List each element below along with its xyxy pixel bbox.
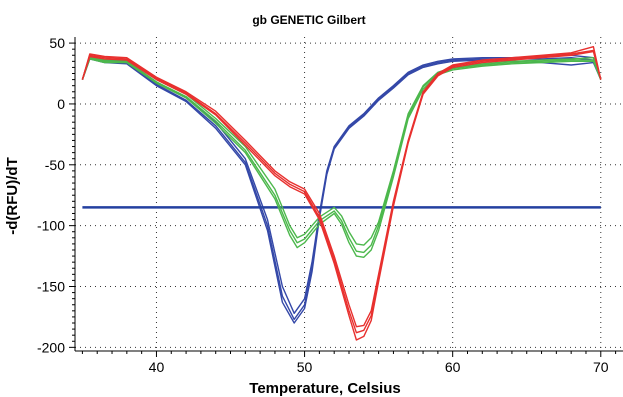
series-line-blue-0: [81, 54, 602, 314]
y-tick-label: 50: [49, 35, 65, 51]
y-tick-label: 0: [57, 96, 65, 112]
x-tick-label: 40: [149, 359, 165, 375]
series-line-red-7: [81, 46, 602, 328]
y-tick-label: -50: [45, 157, 65, 173]
ticks: 40 50 60 70 50 0 -50 -100 -150 -200: [37, 35, 617, 375]
y-axis-label: -d(RFU)/dT: [4, 157, 21, 234]
x-axis-label: Temperature, Celsius: [249, 380, 400, 397]
series-line-green-5: [81, 57, 602, 254]
series-line-red-8: [81, 49, 602, 334]
series-line-red-9: [81, 50, 602, 341]
x-tick-label: 50: [297, 359, 313, 375]
y-tick-label: -200: [37, 339, 65, 355]
chart-title: gb GENETIC Gilbert: [252, 13, 365, 27]
y-tick-label: -100: [37, 218, 65, 234]
series-layer: [81, 46, 602, 341]
series-line-green-6: [81, 58, 602, 258]
x-tick-label: 70: [593, 359, 609, 375]
y-tick-label: -150: [37, 278, 65, 294]
x-tick-label: 60: [445, 359, 461, 375]
